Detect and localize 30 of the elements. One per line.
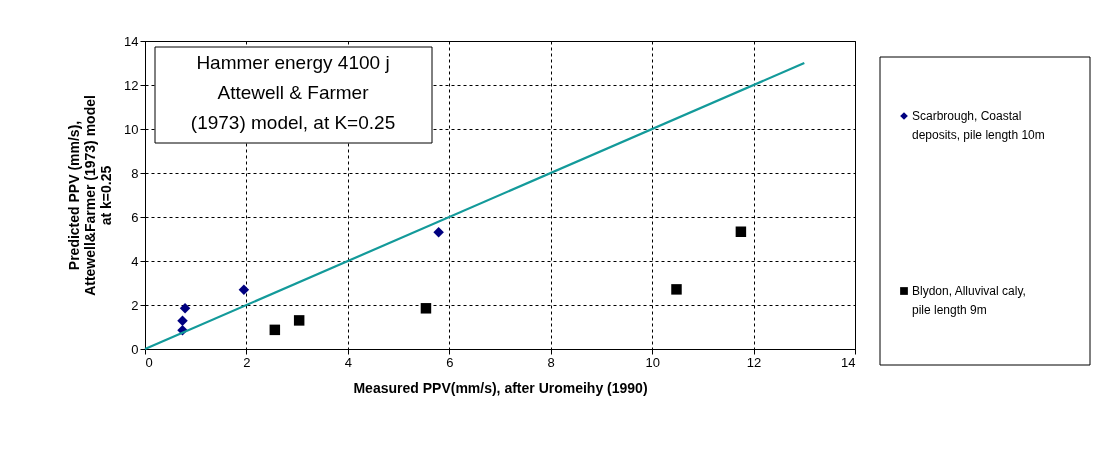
y-axis-title: Predicted PPV (mm/s), Attewell&Farmer (1973) model at k=0.25 bbox=[66, 95, 115, 296]
point bbox=[671, 284, 682, 295]
x-tick-label: 14 bbox=[841, 354, 856, 370]
y-tick-label: 0 bbox=[131, 341, 139, 357]
x-tick-label: 8 bbox=[547, 354, 555, 370]
point bbox=[238, 284, 250, 296]
legend-label: Blydon, Alluvival caly, pile length 9m bbox=[912, 284, 1026, 317]
point bbox=[293, 315, 305, 326]
x-tick-label: 12 bbox=[746, 354, 762, 370]
point bbox=[179, 303, 191, 314]
x-tick-label: 2 bbox=[243, 354, 251, 370]
point bbox=[177, 315, 188, 327]
x-tick-label: 4 bbox=[344, 354, 352, 370]
x-tick-label: 0 bbox=[145, 354, 153, 370]
y-tick-label: 12 bbox=[124, 77, 139, 93]
point bbox=[735, 226, 747, 237]
x-tick-label: 6 bbox=[446, 354, 454, 370]
y-tick-label: 10 bbox=[124, 121, 139, 137]
y-tick-label: 8 bbox=[131, 165, 139, 181]
point bbox=[420, 303, 432, 314]
y-tick-label: 14 bbox=[124, 33, 139, 49]
point bbox=[433, 226, 444, 238]
legend-label: Scarbrough, Coastal deposits, pile length 10m bbox=[912, 109, 1045, 142]
y-tick-label: 4 bbox=[131, 253, 139, 269]
y-tick-label: 6 bbox=[131, 209, 139, 225]
annotation: Hammer energy 4100 j Attewell & Farmer (1973) model, at K=0.25 bbox=[190, 52, 396, 133]
point bbox=[269, 324, 281, 336]
x-axis-title: Measured PPV(mm/s), after Uromeihy (1990) bbox=[353, 379, 648, 396]
y-tick-label: 2 bbox=[131, 297, 139, 313]
x-tick-label: 10 bbox=[645, 354, 660, 370]
